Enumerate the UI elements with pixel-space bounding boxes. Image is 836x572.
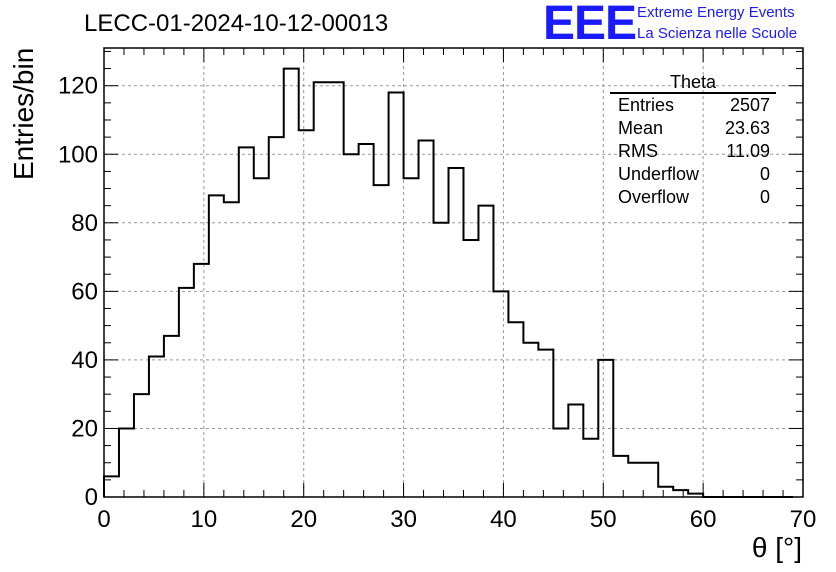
stats-label: Entries — [618, 95, 675, 115]
histogram-bin — [134, 394, 149, 497]
histogram-bin — [149, 356, 164, 497]
stats-row-rms: RMS 11.09 — [610, 140, 776, 163]
stats-value: 0 — [759, 187, 770, 207]
histogram-bin — [209, 195, 224, 497]
eee-logo-mark: EEE — [543, 0, 637, 50]
histogram-bin — [553, 428, 568, 497]
stats-row-mean: Mean 23.63 — [610, 117, 776, 140]
stats-label: RMS — [618, 141, 658, 161]
x-tick-label: 70 — [790, 506, 817, 533]
histogram-bin — [583, 439, 598, 497]
y-tick-label: 20 — [71, 415, 98, 442]
histogram-bin — [239, 147, 254, 497]
x-tick-label: 0 — [97, 506, 110, 533]
stats-row-underflow: Underflow 0 — [610, 163, 776, 186]
y-tick-label: 60 — [71, 278, 98, 305]
stats-value: 2507 — [729, 95, 770, 115]
chart-title: LECC-01-2024-10-12-00013 — [84, 10, 389, 37]
stats-box: Theta Entries 2507 Mean 23.63 RMS 11.09 … — [610, 72, 776, 209]
histogram-bin — [613, 456, 628, 497]
histogram-bin — [254, 178, 269, 497]
histogram-bin — [493, 291, 508, 497]
histogram-outline — [103, 67, 794, 498]
histogram-bin — [568, 404, 583, 497]
y-tick-label: 80 — [71, 210, 98, 237]
histogram-bin — [314, 82, 329, 497]
logo-text-line2: La Scienza nelle Scuole — [637, 25, 798, 42]
y-axis-label: Entries/bin — [8, 47, 39, 180]
y-tick-label: 120 — [58, 73, 98, 100]
stats-row-entries: Entries 2507 — [610, 94, 776, 117]
histogram-bin — [389, 93, 404, 497]
stats-title: Theta — [610, 72, 776, 94]
histogram-bin — [224, 202, 239, 497]
stats-row-overflow: Overflow 0 — [610, 186, 776, 209]
histogram-bin — [478, 206, 493, 497]
histogram-bin — [523, 343, 538, 497]
histogram-bin — [359, 144, 374, 497]
x-tick-label: 20 — [290, 506, 317, 533]
histogram-bin — [119, 428, 134, 497]
stats-value: 0 — [759, 164, 770, 184]
histogram-bin — [658, 487, 673, 497]
histogram-bin — [449, 168, 464, 497]
stats-value: 11.09 — [726, 141, 770, 161]
y-tick-label: 0 — [85, 484, 98, 511]
histogram-bin — [598, 360, 613, 497]
x-tick-label: 60 — [690, 506, 717, 533]
logo-text-line1: Extreme Energy Events — [637, 4, 795, 21]
histogram-bin — [179, 288, 194, 497]
histogram-bin — [508, 322, 523, 497]
stats-label: Underflow — [618, 164, 700, 184]
x-tick-label: 10 — [191, 506, 218, 533]
stats-value: 23.63 — [724, 118, 770, 138]
histogram-bin — [463, 240, 478, 497]
histogram-bin — [284, 69, 299, 497]
histogram-bin — [299, 130, 314, 497]
histogram-bin — [538, 350, 553, 497]
histogram-bin — [643, 463, 658, 497]
histogram-bin — [329, 82, 344, 497]
x-tick-label: 30 — [390, 506, 417, 533]
histogram-bin — [419, 141, 434, 497]
histogram-bin — [344, 154, 359, 497]
histogram-bin — [194, 264, 209, 497]
histogram-bin — [269, 137, 284, 497]
histogram-bin — [628, 463, 643, 497]
histogram-bin — [374, 185, 389, 497]
histogram-bin — [404, 178, 419, 497]
stats-label: Mean — [618, 118, 664, 138]
x-tick-label: 50 — [590, 506, 617, 533]
x-tick-label: 40 — [490, 506, 517, 533]
stats-label: Overflow — [618, 187, 690, 207]
x-axis-label: θ [°] — [751, 532, 802, 563]
histogram-bin — [673, 490, 688, 497]
y-tick-label: 100 — [58, 141, 98, 168]
y-tick-label: 40 — [71, 347, 98, 374]
plot-frame — [103, 47, 804, 498]
